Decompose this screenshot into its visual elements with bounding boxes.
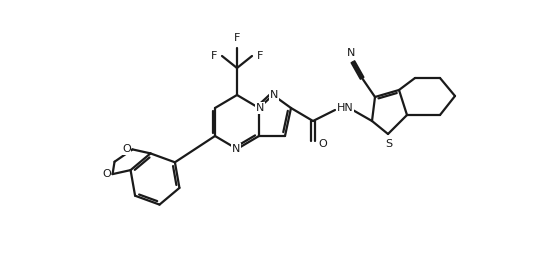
Text: O: O bbox=[318, 139, 327, 149]
Text: F: F bbox=[234, 33, 240, 43]
Text: N: N bbox=[347, 48, 355, 58]
Text: S: S bbox=[385, 139, 392, 149]
Text: HN: HN bbox=[337, 103, 354, 113]
Text: F: F bbox=[211, 51, 217, 61]
Text: O: O bbox=[102, 169, 111, 179]
Text: N: N bbox=[256, 103, 264, 113]
Text: O: O bbox=[122, 144, 131, 154]
Text: N: N bbox=[270, 90, 278, 100]
Text: F: F bbox=[257, 51, 263, 61]
Text: N: N bbox=[232, 144, 240, 154]
